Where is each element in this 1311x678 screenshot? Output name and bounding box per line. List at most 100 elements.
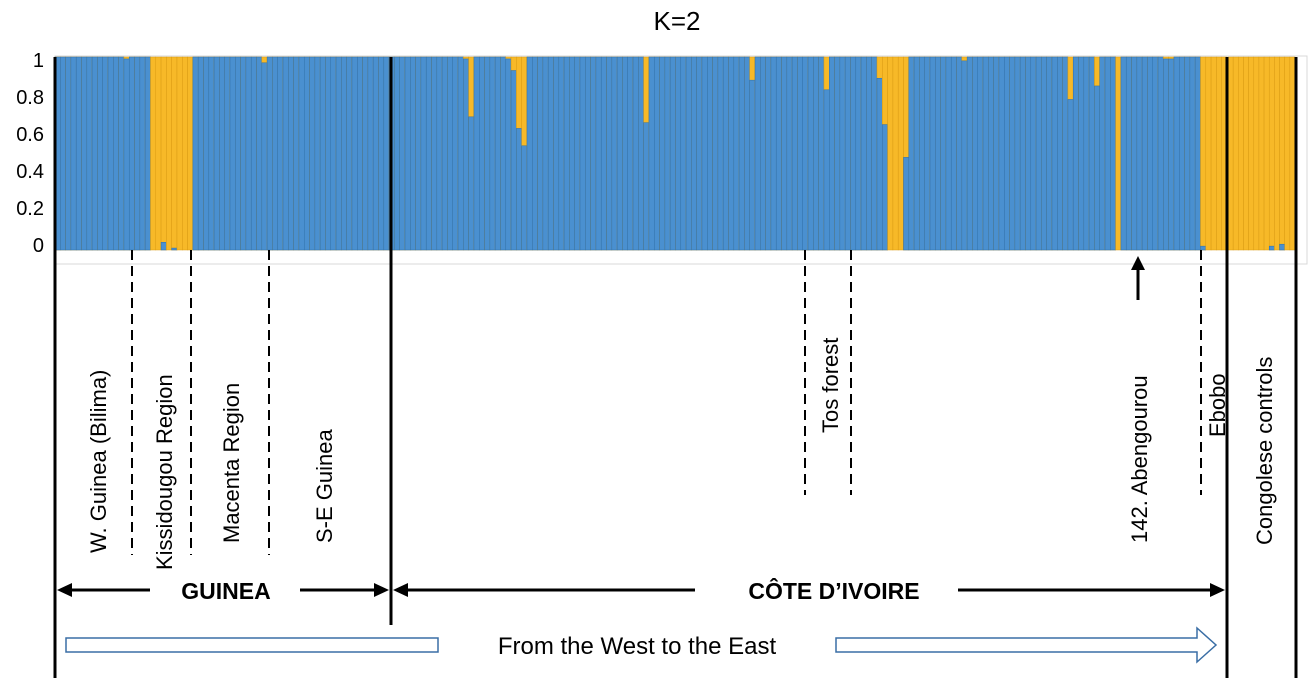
- cluster-1-segment: [372, 56, 379, 251]
- cluster-1-segment: [1009, 56, 1016, 251]
- cluster-1-segment: [139, 56, 146, 251]
- individual-bar: [1227, 56, 1234, 251]
- individual-bar: [818, 56, 825, 251]
- individual-bar: [638, 56, 644, 251]
- cluster-1-segment: [1194, 56, 1201, 251]
- y-tick-label: 0.4: [16, 161, 44, 183]
- cluster-1-segment: [1152, 56, 1159, 251]
- individual-bar: [500, 56, 507, 251]
- cluster-1-segment: [425, 56, 432, 251]
- cluster-1-segment: [924, 56, 931, 251]
- cluster-1-segment: [298, 56, 305, 251]
- cluster-1-segment: [797, 56, 803, 251]
- cluster-1-segment: [1279, 243, 1285, 251]
- individual-bar: [966, 56, 973, 251]
- cluster-1-segment: [627, 56, 634, 251]
- cluster-1-segment: [611, 56, 618, 251]
- cluster-1-segment: [1067, 99, 1074, 251]
- individual-bar: [924, 56, 931, 251]
- cluster-1-segment: [266, 56, 273, 251]
- individual-bar: [1035, 56, 1042, 251]
- y-tick-label: 0.6: [16, 124, 44, 146]
- individual-bar: [542, 56, 549, 251]
- individual-bar: [908, 56, 915, 251]
- cluster-2-segment: [160, 56, 167, 251]
- individual-bar: [457, 56, 464, 251]
- cluster-2-segment: [1205, 56, 1212, 251]
- individual-bar: [134, 56, 141, 251]
- country-guinea: GUINEA: [57, 578, 389, 604]
- cluster-1-segment: [362, 56, 369, 251]
- individual-bar: [866, 56, 872, 251]
- individual-bar: [643, 56, 650, 251]
- bar-group: [54, 56, 1296, 251]
- cluster-1-segment: [818, 56, 825, 251]
- individual-bar: [303, 56, 310, 251]
- cluster-1-segment: [919, 56, 925, 251]
- individual-bar: [717, 56, 724, 251]
- individual-bar: [521, 56, 528, 251]
- individual-bar: [277, 56, 284, 251]
- cluster-1-segment: [574, 56, 581, 251]
- cluster-1-segment: [60, 56, 66, 251]
- cluster-1-segment: [616, 56, 623, 251]
- individual-bar: [197, 56, 204, 251]
- individual-bar: [479, 56, 485, 251]
- cluster-1-segment: [309, 56, 316, 251]
- individual-bar: [128, 56, 135, 251]
- individual-bar: [569, 56, 575, 251]
- individual-bar: [1046, 56, 1053, 251]
- title-text: K=2: [654, 6, 701, 36]
- cluster-2-segment: [1263, 56, 1270, 251]
- cluster-1-segment: [479, 56, 485, 251]
- individual-bar: [182, 56, 188, 251]
- cluster-1-segment: [357, 56, 363, 251]
- cluster-1-segment: [219, 56, 225, 251]
- individual-bar: [579, 56, 586, 251]
- cluster-1-segment: [404, 56, 411, 251]
- cluster-1-segment: [643, 122, 650, 251]
- individual-bar: [447, 56, 453, 251]
- cluster-1-segment: [282, 56, 289, 251]
- individual-bar: [102, 56, 109, 251]
- cluster-1-segment: [563, 56, 570, 251]
- individual-bar: [722, 56, 729, 251]
- direction-arrow-right: [835, 626, 1218, 664]
- individual-bar: [330, 56, 337, 251]
- cluster-1-segment: [1083, 56, 1090, 251]
- region-label-kissidougou: Kissidougou Region: [152, 374, 177, 570]
- cluster-1-segment: [245, 56, 252, 251]
- individual-bar: [738, 56, 745, 251]
- cluster-1-segment: [1110, 56, 1116, 251]
- individual-bar: [1110, 56, 1116, 251]
- individual-bar: [75, 56, 82, 251]
- individual-bar: [998, 56, 1005, 251]
- individual-bar: [208, 56, 215, 251]
- individual-bar: [574, 56, 581, 251]
- cluster-2-segment: [1210, 56, 1217, 251]
- individual-bar: [245, 56, 252, 251]
- cluster-1-segment: [346, 56, 353, 251]
- individual-bar: [219, 56, 225, 251]
- individual-bar: [654, 56, 660, 251]
- individual-bar: [707, 56, 713, 251]
- cluster-2-segment: [1227, 56, 1234, 251]
- individual-bar: [871, 56, 878, 251]
- individual-bar: [950, 56, 957, 251]
- y-axis: 1 0.8 0.6 0.4 0.2 0: [16, 50, 44, 257]
- cluster-1-segment: [86, 56, 93, 251]
- individual-bar: [558, 56, 565, 251]
- individual-bar: [362, 56, 369, 251]
- cluster-1-segment: [791, 56, 798, 251]
- individual-bar: [733, 56, 740, 251]
- individual-bar: [1025, 56, 1032, 251]
- guinea-arrowhead-right: [374, 583, 389, 597]
- individual-bar: [213, 56, 220, 251]
- individual-bar: [903, 56, 910, 251]
- guinea-arrowhead-left: [57, 583, 72, 597]
- individual-bar: [505, 56, 512, 251]
- individual-bar: [86, 56, 93, 251]
- cluster-2-segment: [1243, 56, 1249, 251]
- cluster-1-segment: [664, 56, 671, 251]
